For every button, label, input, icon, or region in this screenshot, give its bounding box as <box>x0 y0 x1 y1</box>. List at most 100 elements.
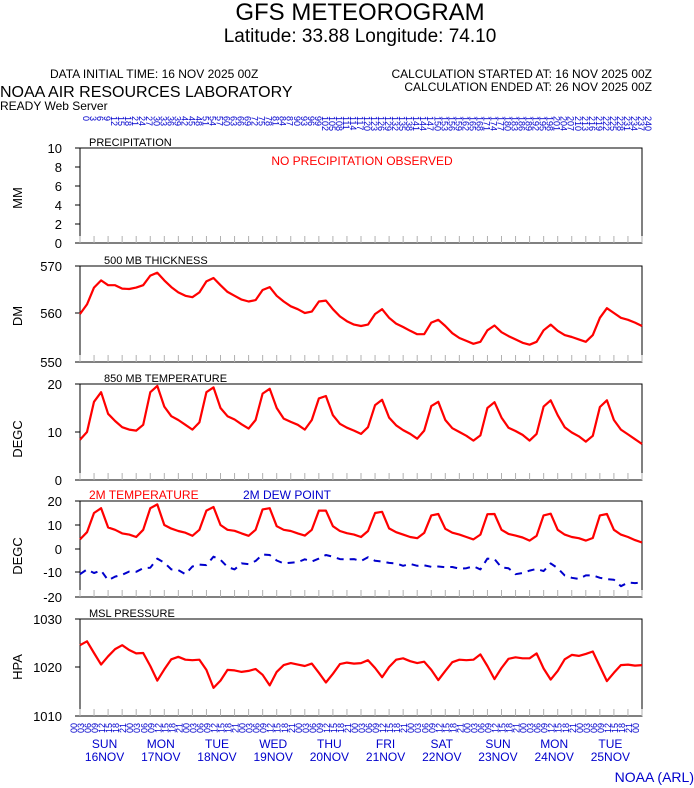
x-hour-label: 03 <box>413 723 423 733</box>
x-hour-label: 03 <box>188 723 198 733</box>
y-axis-label: HPA <box>10 654 25 680</box>
x-top-label: 207 <box>566 116 576 131</box>
x-top-label: 165 <box>467 116 477 131</box>
x-hour-label: 06 <box>533 723 543 733</box>
x-hour-label: 15 <box>217 723 227 733</box>
x-top-label: 99 <box>313 116 323 126</box>
x-hour-label: 12 <box>378 723 388 733</box>
x-top-label: 183 <box>510 116 520 131</box>
y-tick-label: 1010 <box>33 709 62 724</box>
x-top-label: 33 <box>158 116 168 126</box>
x-top-label: 240 <box>643 116 653 131</box>
x-date-label: 21NOV <box>366 750 405 764</box>
y-tick-label: 4 <box>55 198 62 213</box>
x-top-label: 102 <box>320 116 330 131</box>
y-axis-label: DEGC <box>10 420 25 458</box>
x-top-label: 156 <box>446 116 456 131</box>
x-top-label: 27 <box>144 116 154 126</box>
y-tick-label: 6 <box>55 179 62 194</box>
x-top-label: 36 <box>165 116 175 126</box>
x-hour-label: 09 <box>315 723 325 733</box>
x-hour-label: 03 <box>469 723 479 733</box>
x-top-label: 234 <box>629 116 639 131</box>
x-hour-label: 12 <box>603 723 613 733</box>
x-hour-label: 09 <box>427 723 437 733</box>
y-tick-label: 560 <box>40 306 62 321</box>
x-top-label: 24 <box>137 116 147 126</box>
x-day-label: MON <box>147 737 175 751</box>
x-hour-label: 00 <box>294 723 304 733</box>
x-hour-label: 21 <box>399 723 409 733</box>
chart-title: GFS METEOROGRAM <box>235 0 484 26</box>
y-tick-label: 0 <box>55 542 62 557</box>
x-hour-label: 12 <box>266 723 276 733</box>
y-tick-label: 0 <box>55 473 62 488</box>
x-top-label: 201 <box>552 116 562 131</box>
x-date-label: 25NOV <box>591 750 630 764</box>
x-hour-label: 09 <box>202 723 212 733</box>
y-tick-label: 2 <box>55 217 62 232</box>
x-hour-label: 03 <box>245 723 255 733</box>
x-day-label: FRI <box>376 737 395 751</box>
x-top-label: 222 <box>601 116 611 131</box>
x-hour-label: 18 <box>280 723 290 733</box>
x-hour-label: 00 <box>631 723 641 733</box>
x-top-label: 198 <box>545 116 555 131</box>
x-top-label: 93 <box>299 116 309 126</box>
y-tick-label: 570 <box>40 259 62 274</box>
x-date-label: 19NOV <box>254 750 293 764</box>
x-top-label: 135 <box>397 116 407 131</box>
x-top-label: 12 <box>109 116 119 126</box>
x-hour-label: 12 <box>491 723 501 733</box>
x-top-label: 84 <box>278 116 288 126</box>
org-label: NOAA AIR RESOURCES LABORATORY <box>0 84 293 101</box>
x-day-label: MON <box>540 737 568 751</box>
x-top-label: 168 <box>474 116 484 131</box>
y-tick-label: 1030 <box>33 612 62 627</box>
y-tick-label: 10 <box>48 425 62 440</box>
x-top-label: 21 <box>130 116 140 126</box>
x-hour-label: 12 <box>322 723 332 733</box>
x-top-label: 138 <box>404 116 414 131</box>
x-top-label: 18 <box>123 116 133 126</box>
x-top-label: 105 <box>327 116 337 131</box>
y-tick-label: 1020 <box>33 660 62 675</box>
x-top-label: 180 <box>503 116 513 131</box>
x-hour-label: 21 <box>512 723 522 733</box>
series-line <box>79 271 643 346</box>
x-hour-label: 06 <box>420 723 430 733</box>
x-top-label: 213 <box>580 116 590 131</box>
x-top-label: 177 <box>495 116 505 131</box>
x-hour-label: 18 <box>167 723 177 733</box>
x-top-label: 72 <box>250 116 260 126</box>
x-top-label: 219 <box>594 116 604 131</box>
x-top-label: 123 <box>369 116 379 131</box>
x-hour-label: 15 <box>498 723 508 733</box>
x-hour-label: 03 <box>301 723 311 733</box>
panel-frame <box>79 500 643 598</box>
calc-started-label: CALCULATION STARTED AT: 16 NOV 2025 00Z <box>391 67 652 81</box>
x-top-label: 63 <box>229 116 239 126</box>
y-tick-label: 20 <box>48 377 62 392</box>
x-hour-label: 09 <box>259 723 269 733</box>
x-top-label: 162 <box>460 116 470 131</box>
x-hour-label: 21 <box>455 723 465 733</box>
x-hour-label: 18 <box>617 723 627 733</box>
x-hour-label: 18 <box>336 723 346 733</box>
y-tick-label: 550 <box>40 355 62 370</box>
x-hour-label: 00 <box>519 723 529 733</box>
x-top-label: 204 <box>559 116 569 131</box>
x-top-label: 189 <box>524 116 534 131</box>
x-top-label: 30 <box>151 116 161 126</box>
panel-title: 500 MB THICKNESS <box>104 255 208 267</box>
x-top-label: 153 <box>439 116 449 131</box>
legend-2m-temperature: 2M TEMPERATURE <box>89 488 199 502</box>
x-hour-label: 06 <box>364 723 374 733</box>
x-hour-label: 21 <box>624 723 634 733</box>
server-label: READY Web Server <box>0 99 108 113</box>
x-top-label: 9 <box>102 116 112 121</box>
series-line <box>79 640 643 690</box>
x-top-label: 96 <box>306 116 316 126</box>
x-day-label: SUN <box>485 737 510 751</box>
